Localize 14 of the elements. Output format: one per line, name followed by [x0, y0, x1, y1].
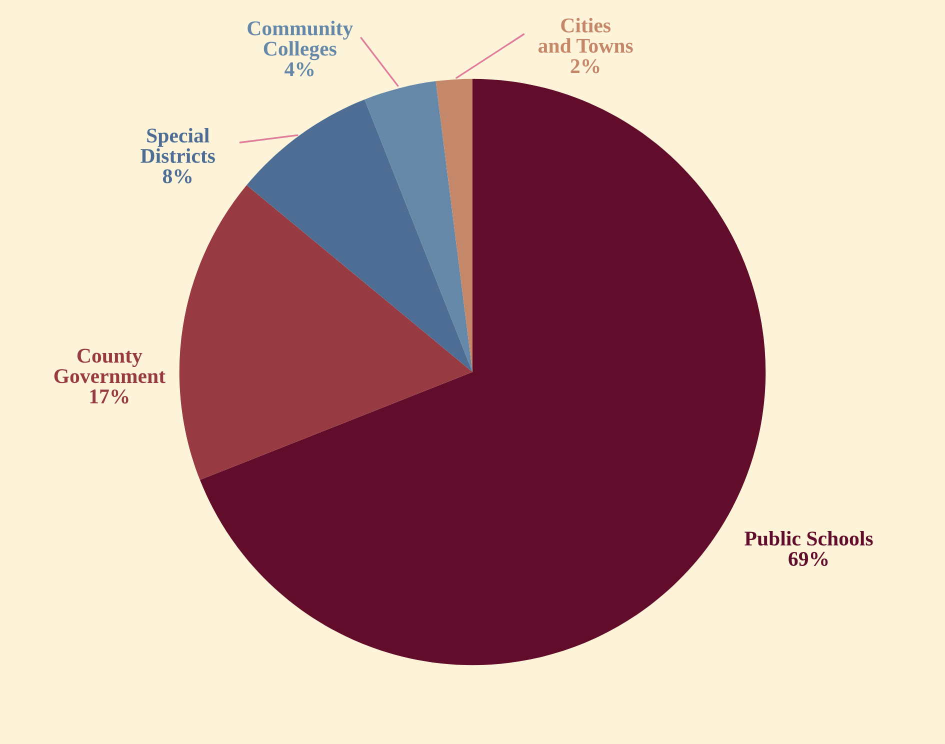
data-label: 17%	[90, 389, 128, 404]
data-label: 69%	[788, 552, 828, 566]
slice-label: Community Colleges	[248, 20, 353, 60]
pie-slice	[364, 81, 472, 372]
slice-label: County Government	[54, 348, 166, 384]
pie-slice	[179, 185, 472, 480]
pie-slice	[436, 78, 472, 372]
slice-label: Cities and Towns	[538, 18, 633, 53]
data-label: 8%	[162, 169, 192, 184]
slice-label: Public Schools	[744, 530, 873, 546]
pie-slice	[246, 99, 472, 372]
data-label: 2%	[570, 59, 600, 74]
data-label: 4%	[284, 62, 314, 76]
slice-label: Special Districts	[140, 128, 215, 163]
